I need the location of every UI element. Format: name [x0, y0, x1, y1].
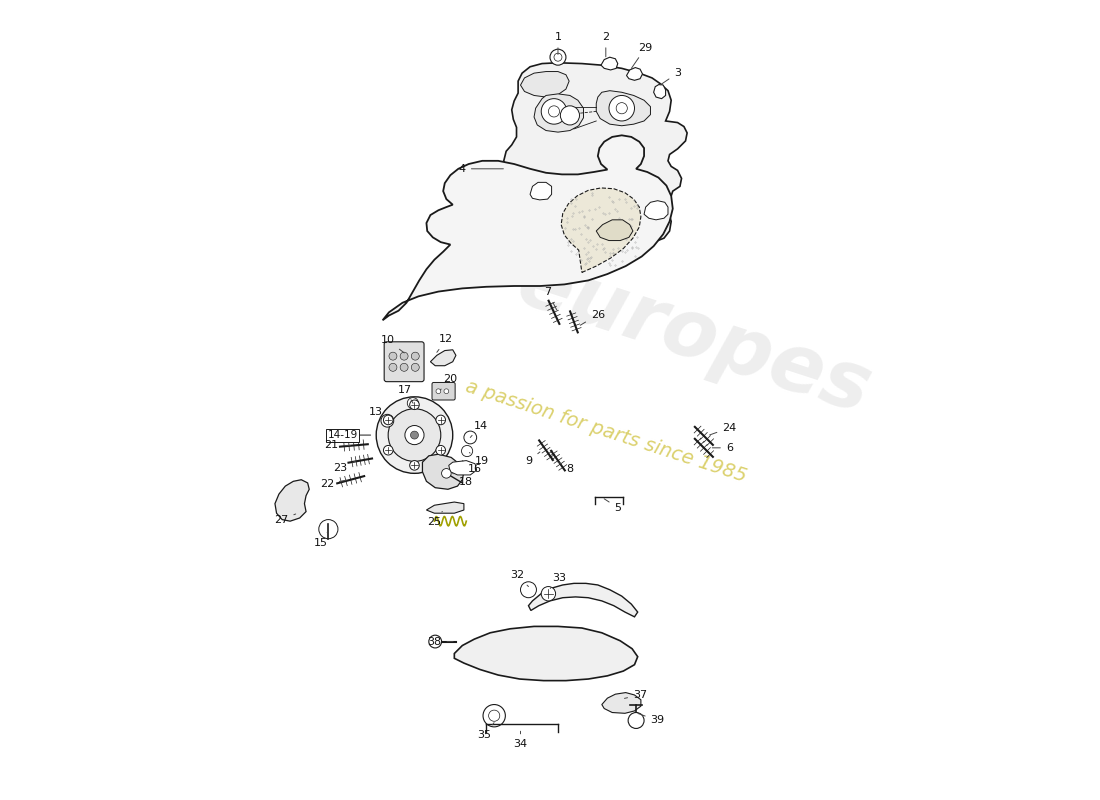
Polygon shape [275, 480, 309, 521]
Polygon shape [535, 94, 583, 132]
Polygon shape [596, 90, 650, 126]
Circle shape [436, 446, 446, 455]
Circle shape [409, 400, 419, 410]
Circle shape [411, 363, 419, 371]
Circle shape [411, 352, 419, 360]
Circle shape [389, 352, 397, 360]
Text: 22: 22 [320, 478, 346, 489]
Text: 4: 4 [459, 164, 504, 174]
Polygon shape [517, 188, 613, 230]
Circle shape [628, 713, 645, 729]
Text: 16: 16 [462, 461, 482, 474]
Polygon shape [627, 67, 642, 80]
Circle shape [441, 469, 451, 478]
Text: 25: 25 [427, 511, 442, 527]
Polygon shape [430, 350, 455, 366]
Circle shape [384, 446, 393, 455]
Polygon shape [454, 626, 638, 681]
Circle shape [520, 582, 537, 598]
Text: 29: 29 [631, 42, 652, 69]
Circle shape [376, 397, 453, 474]
Polygon shape [449, 461, 476, 475]
Text: 7: 7 [544, 287, 557, 310]
Circle shape [436, 389, 441, 394]
Circle shape [381, 414, 394, 427]
Polygon shape [645, 201, 668, 220]
Polygon shape [526, 230, 597, 242]
Polygon shape [601, 57, 618, 70]
Circle shape [616, 102, 627, 114]
Text: europes: europes [507, 242, 880, 430]
Text: 14-19: 14-19 [328, 430, 371, 440]
Circle shape [444, 389, 449, 394]
Polygon shape [422, 454, 464, 490]
Text: 39: 39 [638, 714, 664, 726]
Circle shape [436, 415, 446, 425]
Circle shape [541, 98, 567, 124]
Text: a passion for parts since 1985: a passion for parts since 1985 [463, 378, 749, 486]
Circle shape [400, 363, 408, 371]
Text: 2: 2 [602, 32, 609, 57]
Text: 35: 35 [477, 722, 494, 740]
Circle shape [429, 635, 441, 648]
Polygon shape [653, 84, 666, 98]
Text: 34: 34 [514, 731, 528, 750]
Text: 37: 37 [625, 690, 647, 700]
Circle shape [400, 352, 408, 360]
Text: 33: 33 [550, 573, 566, 589]
Circle shape [405, 426, 424, 445]
Text: 14: 14 [471, 421, 487, 438]
Polygon shape [503, 62, 688, 244]
FancyBboxPatch shape [384, 342, 424, 382]
Text: 20: 20 [440, 374, 458, 390]
Text: 6: 6 [712, 443, 733, 453]
Text: 15: 15 [315, 531, 328, 548]
Text: 21: 21 [324, 441, 350, 450]
Text: 12: 12 [437, 334, 453, 352]
Polygon shape [427, 502, 464, 514]
Circle shape [319, 519, 338, 538]
Text: 5: 5 [604, 498, 622, 513]
Text: 8: 8 [558, 462, 573, 474]
Circle shape [550, 50, 565, 65]
Polygon shape [528, 583, 638, 617]
Polygon shape [530, 182, 551, 200]
Circle shape [483, 705, 505, 727]
Text: 18: 18 [453, 474, 473, 487]
Circle shape [384, 415, 393, 425]
Circle shape [462, 446, 473, 457]
Polygon shape [561, 188, 641, 273]
FancyBboxPatch shape [432, 382, 455, 400]
Text: 1: 1 [554, 32, 561, 54]
Circle shape [464, 431, 476, 444]
Polygon shape [383, 135, 673, 320]
Circle shape [549, 106, 560, 117]
Text: 23: 23 [333, 461, 356, 473]
Text: 27: 27 [274, 514, 296, 525]
Text: 19: 19 [470, 453, 490, 466]
Text: 13: 13 [370, 407, 385, 423]
Text: 24: 24 [710, 423, 737, 435]
Circle shape [609, 95, 635, 121]
Text: 3: 3 [660, 68, 681, 85]
Circle shape [554, 54, 562, 61]
Polygon shape [520, 71, 569, 97]
Text: 10: 10 [381, 335, 405, 353]
Polygon shape [596, 220, 632, 241]
Circle shape [389, 363, 397, 371]
Circle shape [388, 409, 441, 462]
Text: 38: 38 [427, 637, 453, 646]
Circle shape [560, 106, 580, 125]
Text: 17: 17 [398, 385, 412, 403]
Circle shape [407, 398, 418, 409]
Text: 9: 9 [526, 452, 540, 466]
Circle shape [541, 586, 556, 601]
Polygon shape [602, 693, 641, 714]
Circle shape [409, 461, 419, 470]
Text: 26: 26 [581, 310, 605, 326]
Text: 32: 32 [510, 570, 528, 586]
Circle shape [488, 710, 499, 722]
Circle shape [410, 431, 418, 439]
